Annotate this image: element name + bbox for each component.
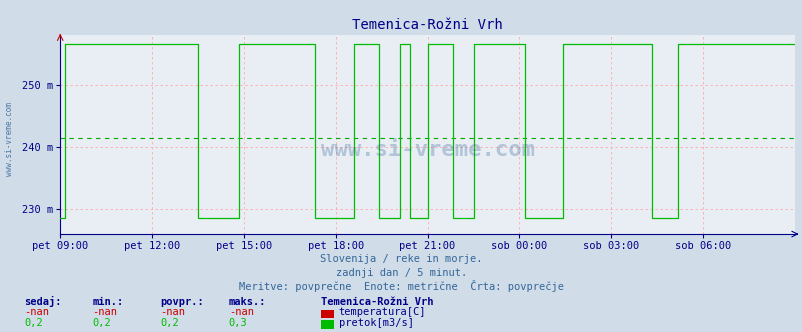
Text: temperatura[C]: temperatura[C] <box>338 307 426 317</box>
Text: Temenica-Rožni Vrh: Temenica-Rožni Vrh <box>321 297 433 307</box>
Text: 0,2: 0,2 <box>24 318 43 328</box>
Text: www.si-vreme.com: www.si-vreme.com <box>5 103 14 176</box>
Text: -nan: -nan <box>160 307 185 317</box>
Text: sedaj:: sedaj: <box>24 296 62 307</box>
Text: -nan: -nan <box>92 307 117 317</box>
Text: 0,2: 0,2 <box>160 318 179 328</box>
Text: Slovenija / reke in morje.: Slovenija / reke in morje. <box>320 254 482 264</box>
Text: -nan: -nan <box>229 307 253 317</box>
Text: www.si-vreme.com: www.si-vreme.com <box>320 140 534 160</box>
Text: povpr.:: povpr.: <box>160 297 204 307</box>
Text: -nan: -nan <box>24 307 49 317</box>
Text: 0,3: 0,3 <box>229 318 247 328</box>
Title: Temenica-Rožni Vrh: Temenica-Rožni Vrh <box>352 18 502 32</box>
Text: 0,2: 0,2 <box>92 318 111 328</box>
Text: pretok[m3/s]: pretok[m3/s] <box>338 318 413 328</box>
Text: Meritve: povprečne  Enote: metrične  Črta: povprečje: Meritve: povprečne Enote: metrične Črta:… <box>239 280 563 292</box>
Text: min.:: min.: <box>92 297 124 307</box>
Text: maks.:: maks.: <box>229 297 266 307</box>
Text: zadnji dan / 5 minut.: zadnji dan / 5 minut. <box>335 268 467 278</box>
